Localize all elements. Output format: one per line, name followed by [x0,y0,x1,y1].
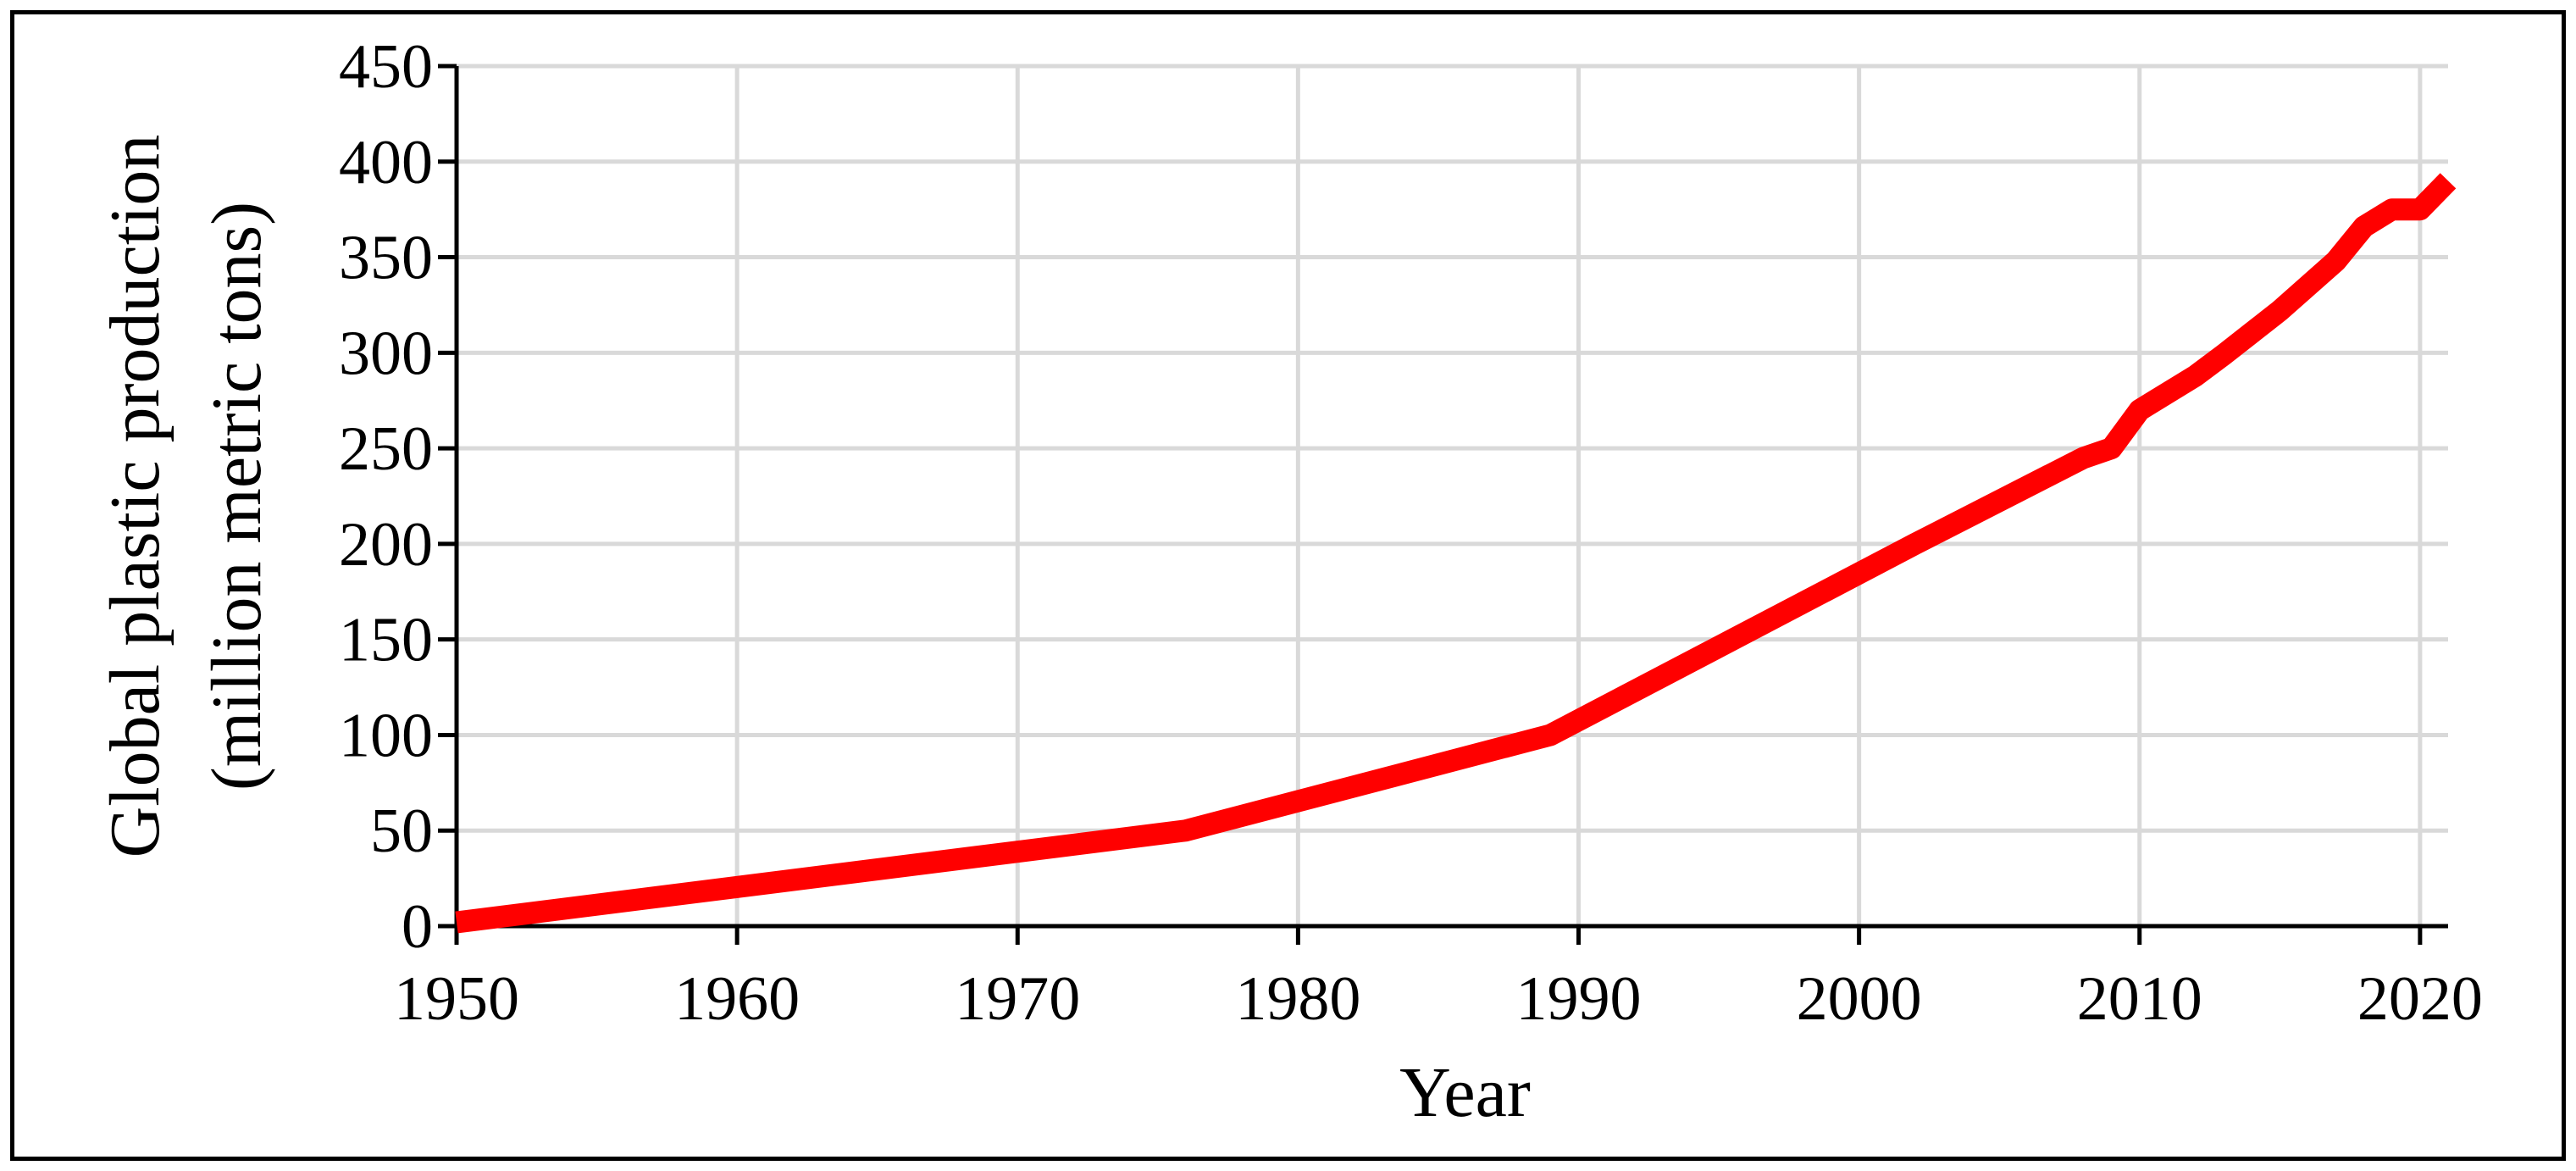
y-tick-label: 300 [339,319,433,388]
y-tick-label: 0 [402,892,433,962]
series-lines [455,173,2457,934]
y-tick-label: 50 [370,796,433,866]
x-tick-label: 1980 [1235,964,1360,1034]
y-tick-labels: 0 50 100 150 200 250 300 350 400 450 [339,32,433,962]
y-tick-label: 350 [339,224,433,293]
y-axis-title-line-2: (million metric tons) [197,202,276,791]
y-tick-label: 150 [339,606,433,675]
y-axis-title: Global plastic production (million metri… [96,135,276,858]
x-tick-label: 2020 [2357,964,2483,1034]
x-tick-label: 2010 [2077,964,2202,1034]
x-axis-title: Year [1399,1053,1531,1132]
x-tick-labels: 1950 1960 1970 1980 1990 2000 2010 2020 [394,964,2483,1034]
gridlines [457,64,2448,926]
x-tick-label: 1950 [394,964,519,1034]
y-tick-label: 250 [339,414,433,484]
y-tick-label: 100 [339,701,433,770]
series-line [455,173,2457,934]
chart-frame: 0 50 100 150 200 250 300 350 400 450 1950 1960 1970… [10,10,2566,1161]
x-tick-label: 1990 [1516,964,1642,1034]
x-tick-label: 2000 [1797,964,1922,1034]
x-tick-label: 1970 [955,964,1080,1034]
x-tick-label: 1960 [674,964,800,1034]
axes [438,64,2448,945]
y-tick-label: 400 [339,128,433,197]
y-axis-title-line-1: Global plastic production [96,135,175,858]
y-tick-label: 200 [339,510,433,580]
y-tick-label: 450 [339,32,433,102]
line-chart: 0 50 100 150 200 250 300 350 400 450 1950 1960 1970… [96,32,2483,1132]
